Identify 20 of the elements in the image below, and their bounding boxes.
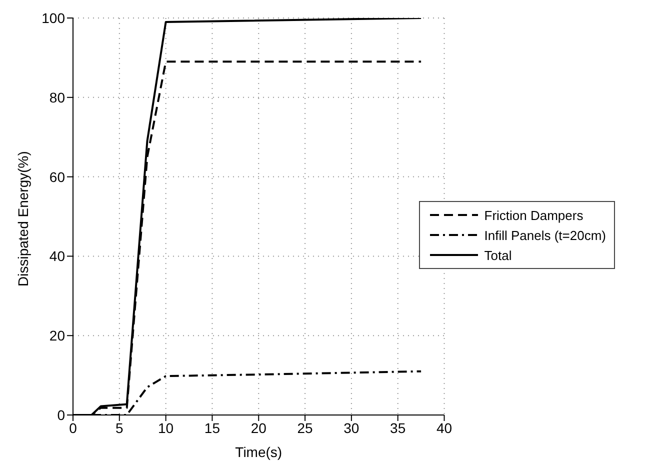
y-tick-label: 80 xyxy=(49,89,66,106)
legend-label: Friction Dampers xyxy=(484,208,584,222)
x-tick-label: 15 xyxy=(204,420,220,436)
x-tick-label: 5 xyxy=(116,420,124,436)
x-tick-label: 30 xyxy=(344,420,360,436)
x-tick-label: 0 xyxy=(69,420,78,436)
y-axis-title: Dissipated Energy(%) xyxy=(14,151,31,286)
legend-label: Infill Panels (t=20cm) xyxy=(484,228,606,242)
x-axis-title: Time(s) xyxy=(235,444,282,460)
x-tick-label: 40 xyxy=(436,420,452,436)
y-tick-label: 40 xyxy=(49,248,66,264)
x-tick-label: 25 xyxy=(297,420,314,436)
x-tick-label: 35 xyxy=(390,420,406,436)
y-tick-label: 0 xyxy=(57,406,66,423)
x-tick-label: 20 xyxy=(250,420,267,436)
y-tick-label: 100 xyxy=(42,10,66,26)
y-tick-label: 60 xyxy=(49,168,66,185)
x-tick-label: 10 xyxy=(158,420,174,436)
y-tick-label: 20 xyxy=(49,328,66,344)
legend-label: Total xyxy=(484,248,512,262)
